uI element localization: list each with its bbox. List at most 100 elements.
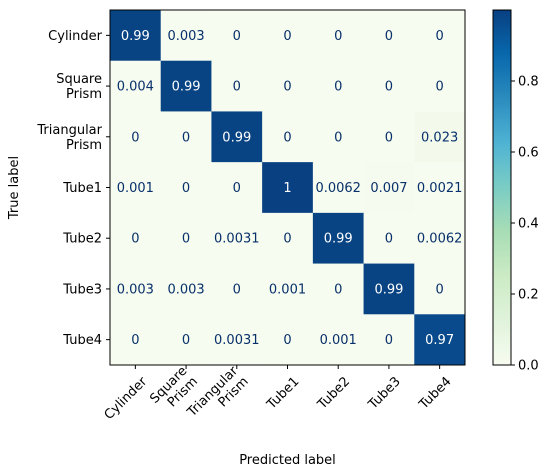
colorbar: 0.0 0.2 0.4 0.6 0.8 [492,9,539,374]
matrix-cell [262,314,314,366]
cell-value-label: 0 [131,232,139,247]
cell-value-label: 0.001 [320,333,357,348]
cell-value-label: 0 [436,29,444,44]
cell-value-label: 0 [131,130,139,145]
cell-value-label: 0.99 [324,232,353,247]
cell-value-label: 0.99 [222,130,251,145]
colorbar-tick-label: 0.6 [518,146,539,161]
cell-value-label: 0 [436,282,444,297]
matrix-cell [414,263,466,315]
x-axis-label: Predicted label [239,453,336,468]
matrix-cell [211,162,263,214]
cell-value-label: 0.004 [117,80,154,95]
cell-value-label: 0 [283,130,291,145]
matrix-cell [262,60,314,112]
y-tick-label: Square Prism [56,72,102,102]
matrix-cell [160,212,212,265]
cell-value-label: 0.0062 [315,181,361,196]
matrix-cell [211,111,263,163]
matrix-cell [414,60,466,112]
matrix-cell [363,111,415,163]
matrix-cells: 0.99 0.003 0 0 0 0 0 0.004 0.99 0 0 0 0 0 0 0 0.99 0 0 0 0.0… [110,10,466,366]
cell-value-label: 0 [233,80,241,95]
matrix-cell [110,10,162,62]
matrix-cell [211,10,263,62]
cell-value-label: 0 [385,80,393,95]
cell-value-label: 0 [334,282,342,297]
cell-value-label: 0 [385,29,393,44]
cell-value-label: 0.0031 [214,232,260,247]
cell-value-label: 0.001 [269,282,306,297]
matrix-cell [110,212,162,265]
matrix-cell [312,314,365,366]
x-tick-label: Tube3 [365,374,404,413]
matrix-cell [262,212,314,265]
cell-value-label: 0 [283,29,291,44]
cell-value-label: 0 [334,130,342,145]
matrix-cell [363,314,415,366]
cell-value-label: 0 [182,232,190,247]
matrix-cell [110,314,162,366]
cell-value-label: 0.97 [425,333,454,348]
cell-value-label: 0 [182,333,190,348]
cell-value-label: 0 [233,282,241,297]
y-tick-label: Tube4 [62,333,102,348]
matrix-cell [160,111,212,163]
matrix-cell [363,263,415,315]
cell-value-label: 0.99 [172,80,201,95]
cell-value-label: 0 [283,333,291,348]
x-tick-label: TriangularPrism [184,363,252,431]
colorbar-tick-label: 0.8 [518,75,539,90]
cell-value-label: 0.007 [370,181,407,196]
cell-value-label: 0.001 [117,181,154,196]
matrix-cell [160,263,212,315]
cell-value-label: 0.003 [117,282,154,297]
matrix-cell [160,60,212,112]
cell-value-label: 0.99 [374,282,403,297]
matrix-cell [312,212,365,265]
matrix-cell [414,10,466,62]
matrix-cell [312,60,365,112]
matrix-cell [414,111,466,163]
cell-value-label: 0 [436,80,444,95]
cell-value-label: 0 [334,29,342,44]
y-axis-label: True label [7,156,22,220]
colorbar-tick-label: 0.2 [518,288,539,303]
matrix-cell [363,60,415,112]
colorbar-gradient [492,9,512,366]
x-tick-label: Tube2 [314,374,353,413]
y-tick-label: Cylinder [48,29,102,44]
cell-value-label: 0 [233,181,241,196]
cell-value-label: 0 [131,333,139,348]
matrix-cell [110,263,162,315]
cell-value-label: 0 [233,29,241,44]
matrix-cell [312,10,365,62]
y-tick-label: Tube2 [62,232,102,247]
cell-value-label: 0.0031 [214,333,260,348]
matrix-cell [211,60,263,112]
matrix-cell [312,111,365,163]
matrix-cell [110,60,162,112]
cell-value-label: 0.023 [421,130,458,145]
matrix-cell [160,10,212,62]
x-tick-label: Tube4 [416,374,455,413]
matrix-cell [312,263,365,315]
colorbar-tick-label: 0.0 [518,359,539,374]
matrix-cell [211,263,263,315]
x-tick-label: Tube1 [264,374,303,413]
matrix-cell [160,314,212,366]
cell-value-label: 0.0062 [417,232,463,247]
matrix-cell [110,111,162,163]
matrix-cell [262,10,314,62]
matrix-cell [414,212,466,265]
y-tick-label: Tube1 [62,181,102,196]
matrix-cell [211,212,263,265]
matrix-cell [363,162,415,214]
y-tick-label: Tube3 [62,282,102,297]
cell-value-label: 0.99 [121,29,150,44]
cell-value-label: 0 [283,80,291,95]
y-tick-label: Triangular Prism [36,123,102,153]
y-tick-labels: Cylinder Square Prism Triangular Prism Tube1 T… [36,29,110,348]
